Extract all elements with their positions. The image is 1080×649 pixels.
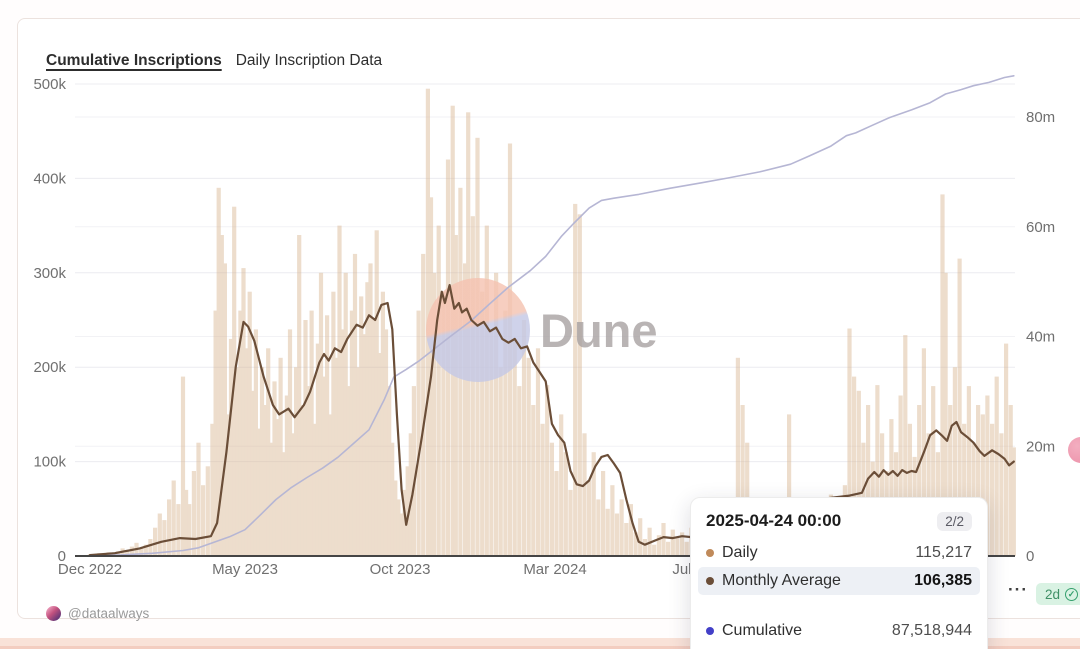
tooltip-row-value: 87,518,944 (891, 622, 972, 639)
left-axis-tick: 200k (33, 359, 66, 376)
left-axis-tick: 400k (33, 170, 66, 187)
author-avatar (46, 606, 61, 621)
right-axis-tick: 20m (1026, 438, 1055, 455)
timestamp-label: 2d (1045, 586, 1061, 602)
tab-daily-inscription-data[interactable]: Daily Inscription Data (235, 52, 383, 69)
left-axis-tick: 500k (33, 76, 66, 93)
pink-circle-decoration (1068, 437, 1080, 463)
tab-bar: Cumulative Inscriptions Daily Inscriptio… (46, 52, 382, 70)
x-axis-tick: May 2023 (212, 561, 278, 578)
chart-tooltip: 2025-04-24 00:00 2/2 Daily 115,217 Month… (690, 497, 988, 649)
tooltip-page-badge: 2/2 (937, 511, 972, 531)
author-handle[interactable]: @dataalways (68, 606, 150, 621)
tooltip-row-cumulative: Cumulative 87,518,944 (698, 617, 980, 645)
tab-cumulative-inscriptions[interactable]: Cumulative Inscriptions (46, 52, 222, 69)
x-axis-tick: Oct 2023 (370, 561, 431, 578)
dune-watermark: Dune (426, 278, 658, 382)
tooltip-row-label: Daily (722, 544, 758, 561)
tooltip-row-label: Monthly Average (722, 572, 841, 589)
right-axis-tick: 80m (1026, 109, 1055, 126)
gridlines (75, 83, 1015, 463)
cumulative-line (89, 75, 1015, 557)
tooltip-row-monthly-average: Monthly Average 106,385 (698, 567, 980, 595)
more-options-button[interactable]: ··· (1008, 580, 1028, 599)
verified-check-icon: ✓ (1065, 587, 1079, 601)
svg-text:Dune: Dune (540, 304, 658, 357)
timestamp-badge: 2d ✓ (1036, 583, 1080, 605)
daily-series-dot-icon (706, 549, 714, 557)
tooltip-row-value: 106,385 (914, 572, 972, 589)
left-axis-tick: 0 (58, 548, 66, 565)
chart-card: Cumulative Inscriptions Daily Inscriptio… (17, 18, 1080, 621)
monthly-average-series-dot-icon (706, 577, 714, 585)
tooltip-row-daily: Daily 115,217 (698, 539, 980, 567)
right-axis-tick: 0 (1026, 548, 1034, 565)
tooltip-row-value: 115,217 (915, 544, 972, 561)
left-axis-tick: 300k (33, 265, 66, 282)
monthly-average-line (88, 284, 1015, 557)
attribution: @dataalways (46, 606, 149, 621)
x-axis-tick: Mar 2024 (523, 561, 586, 578)
cumulative-series-dot-icon (706, 627, 714, 635)
right-axis-tick: 40m (1026, 329, 1055, 346)
x-axis-tick: Dec 2022 (58, 561, 122, 578)
bottom-strip (0, 638, 1080, 649)
tooltip-row-label: Cumulative (722, 622, 803, 639)
tooltip-date: 2025-04-24 00:00 (706, 511, 842, 530)
left-axis-tick: 100k (33, 454, 66, 471)
right-axis-tick: 60m (1026, 219, 1055, 236)
